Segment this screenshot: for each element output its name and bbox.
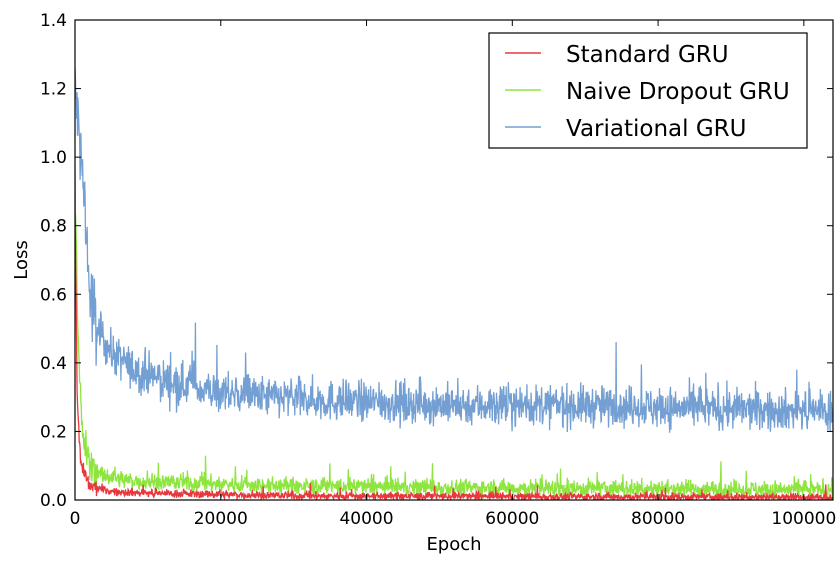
series-layer [75, 67, 833, 500]
series-line-naive-dropout-gru [75, 166, 833, 500]
x-tick-label: 20000 [194, 509, 248, 529]
legend: Standard GRU Naive Dropout GRU Variational… [488, 32, 808, 149]
x-axis-label: Epoch [426, 534, 481, 555]
y-tick-label: 1.2 [40, 80, 67, 100]
x-tick-label: 80000 [631, 509, 685, 529]
x-tick-label: 0 [70, 509, 81, 529]
plot-frame [74, 19, 834, 501]
y-tick-label: 0.4 [40, 354, 67, 374]
legend-frame [488, 32, 808, 149]
axis-ticks: 0 20000 40000 60000 80000 100000 0.0 0.2 0.4 0.6 0… [40, 11, 836, 529]
x-tick-label: 100000 [771, 509, 836, 529]
y-tick-label: 0.0 [40, 491, 67, 511]
legend-label: Naive Dropout GRU [566, 79, 790, 105]
y-tick-label: 0.2 [40, 422, 67, 442]
y-axis-label: Loss [11, 240, 32, 279]
legend-label: Variational GRU [566, 116, 746, 142]
y-tick-label: 1.4 [40, 11, 67, 31]
x-tick-label: 40000 [339, 509, 393, 529]
x-tick-label: 60000 [485, 509, 539, 529]
series-line-variational-gru [75, 67, 833, 433]
series-line-standard-gru [75, 214, 833, 500]
y-tick-label: 1.0 [40, 148, 67, 168]
y-tick-label: 0.6 [40, 285, 67, 305]
y-tick-label: 0.8 [40, 217, 67, 237]
legend-label: Standard GRU [566, 42, 729, 68]
